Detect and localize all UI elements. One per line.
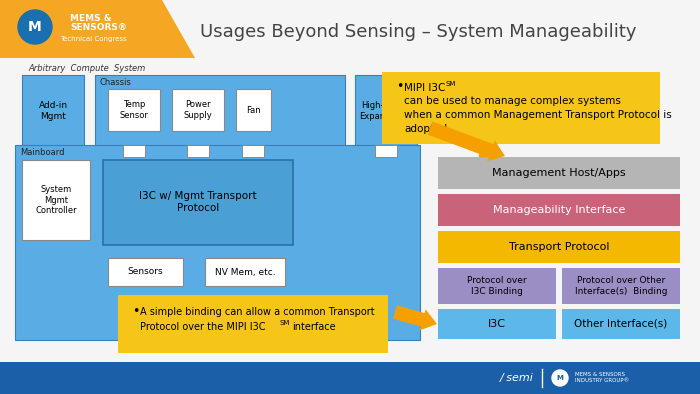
Bar (103, 160, 293, 245)
Text: Other Interface(s): Other Interface(s) (575, 319, 668, 329)
Circle shape (18, 10, 52, 44)
Text: M: M (556, 375, 564, 381)
Bar (438, 157, 680, 189)
Bar (123, 145, 145, 157)
Text: Protocol over Other
Interface(s)  Binding: Protocol over Other Interface(s) Binding (575, 276, 667, 296)
Bar (438, 268, 556, 304)
Text: •: • (396, 80, 403, 93)
Text: INDUSTRY GROUP®: INDUSTRY GROUP® (575, 379, 629, 383)
Text: Manageability Interface: Manageability Interface (493, 205, 625, 215)
Text: MIPI I3C: MIPI I3C (404, 83, 445, 93)
Text: Sensors: Sensors (127, 268, 163, 277)
Text: can be used to manage complex systems: can be used to manage complex systems (404, 96, 621, 106)
Bar (236, 89, 271, 131)
Bar (562, 268, 680, 304)
Text: adopted: adopted (404, 124, 447, 134)
Text: A simple binding can allow a common Transport: A simple binding can allow a common Tran… (140, 307, 374, 317)
Text: interface: interface (292, 322, 335, 332)
Bar (22, 75, 84, 147)
Text: Power
Supply: Power Supply (183, 100, 212, 120)
Text: Arbitrary  Compute  System: Arbitrary Compute System (28, 63, 146, 72)
Bar (242, 145, 264, 157)
Text: Protocol over
I3C Binding: Protocol over I3C Binding (467, 276, 527, 296)
Text: MEMS &: MEMS & (70, 13, 111, 22)
Text: when a common Management Transport Protocol is: when a common Management Transport Proto… (404, 110, 672, 120)
Bar (0, 362, 700, 394)
Text: NV Mem, etc.: NV Mem, etc. (215, 268, 275, 277)
Bar (355, 75, 417, 147)
Text: I3C: I3C (488, 319, 506, 329)
Bar (375, 145, 397, 157)
Bar (108, 258, 183, 286)
Text: Management Host/Apps: Management Host/Apps (492, 168, 626, 178)
Text: High-Speed
Expansion(s): High-Speed Expansion(s) (359, 101, 413, 121)
Circle shape (552, 370, 568, 386)
Text: Fan: Fan (246, 106, 260, 115)
FancyArrow shape (393, 305, 437, 331)
FancyArrow shape (428, 121, 505, 161)
Text: Protocol over the MIPI I3C: Protocol over the MIPI I3C (140, 322, 265, 332)
Bar (438, 309, 556, 339)
Text: Technical Congress: Technical Congress (60, 36, 127, 42)
Bar (438, 194, 680, 226)
Text: Transport Protocol: Transport Protocol (509, 242, 609, 252)
Bar (438, 231, 680, 263)
Text: Chassis: Chassis (100, 78, 132, 87)
Text: ∕ semi: ∕ semi (500, 373, 534, 383)
Text: Temp
Sensor: Temp Sensor (120, 100, 148, 120)
Text: SENSORS®: SENSORS® (70, 22, 127, 32)
Text: SM: SM (445, 81, 456, 87)
Bar (22, 160, 90, 240)
Bar (205, 258, 285, 286)
Bar (118, 295, 388, 353)
Polygon shape (0, 0, 195, 58)
Bar (562, 309, 680, 339)
Bar (172, 89, 224, 131)
Bar (108, 89, 160, 131)
Text: •: • (132, 305, 139, 318)
Text: M: M (28, 20, 42, 34)
Text: System
Mgmt
Controller: System Mgmt Controller (35, 185, 77, 215)
Bar (382, 72, 660, 144)
Bar (15, 145, 420, 340)
Text: I3C w/ Mgmt Transport
Protocol: I3C w/ Mgmt Transport Protocol (139, 191, 257, 213)
Bar (95, 75, 345, 147)
Text: MEMS & SENSORS: MEMS & SENSORS (575, 372, 625, 377)
Text: Mainboard: Mainboard (20, 147, 64, 156)
Text: SM: SM (280, 320, 290, 326)
Text: Add-in
Mgmt: Add-in Mgmt (38, 101, 68, 121)
Text: Usages Beyond Sensing – System Manageability: Usages Beyond Sensing – System Manageabi… (200, 23, 636, 41)
Bar (187, 145, 209, 157)
